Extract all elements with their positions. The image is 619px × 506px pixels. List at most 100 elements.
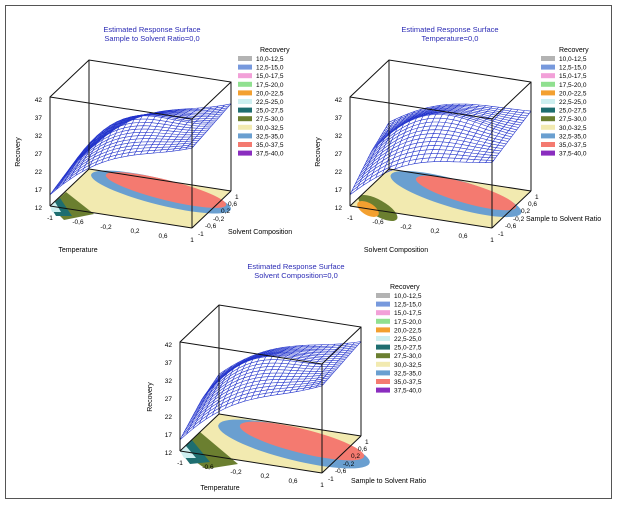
legend-entry: 22,5-25,0	[256, 99, 284, 106]
surface-grid-line	[195, 366, 339, 411]
x-tick-label: 0,6	[288, 478, 297, 485]
z-tick-label: 27	[165, 396, 173, 403]
legend-entry: 30,0-32,5	[394, 362, 422, 369]
surface-grid-line	[378, 110, 521, 141]
legend-swatch	[541, 81, 555, 87]
x-axis-label: Temperature	[200, 485, 239, 492]
y-tick-label: -1	[328, 476, 334, 483]
surface-grid-line	[381, 108, 524, 135]
legend-title: Recovery	[390, 284, 420, 291]
surface-grid-line	[186, 377, 330, 427]
surface-grid-line	[388, 103, 532, 123]
surface-grid-line	[76, 113, 219, 162]
chart-title: Estimated Response Surface	[401, 25, 498, 34]
legend-entry: 22,5-25,0	[394, 336, 422, 343]
x-tick-label: -0,2	[100, 224, 112, 231]
legend-entry: 12,5-15,0	[559, 65, 587, 72]
z-tick-label: 32	[335, 133, 343, 140]
chart-title: Estimated Response Surface	[103, 25, 200, 34]
surface-grid-line	[188, 375, 331, 424]
surface-grid-line	[49, 147, 193, 196]
surface-grid-line	[387, 104, 530, 126]
x-tick-label: -1	[347, 215, 353, 222]
surface-grid-line	[365, 125, 509, 163]
y-tick-label: 0,2	[221, 208, 230, 215]
surface-grid-line	[197, 362, 340, 407]
legend: Recovery 10,0-12,5 12,5-15,015,0-17,5 17,5…	[541, 47, 589, 158]
contour-floor	[180, 414, 370, 473]
legend-entry: 32,5-35,0	[559, 133, 587, 140]
surface-grid-line	[363, 129, 507, 167]
z-axis-label: Recovery	[15, 137, 22, 167]
legend-swatch	[376, 318, 390, 324]
chart-panel-1: Estimated Response Surface Sample to Sol…	[15, 25, 292, 254]
y-tick-label: 1	[365, 439, 369, 446]
legend: Recovery 10,0-12,5 12,5-15,015,0-17,5 17,5…	[238, 47, 290, 158]
surface-grid-line	[181, 383, 324, 437]
legend-swatch	[376, 310, 390, 316]
z-tick-label: 12	[335, 205, 343, 212]
legend-entry: 37,5-40,0	[559, 151, 587, 158]
legend-entry: 37,5-40,0	[394, 388, 422, 395]
legend-swatch	[541, 116, 555, 122]
z-tick-label: 42	[335, 97, 343, 104]
y-tick-label: -0,2	[213, 216, 225, 223]
surface-grid-line	[192, 371, 335, 417]
z-tick-label: 12	[35, 205, 43, 212]
x-tick-label: 0,6	[458, 233, 467, 240]
legend-swatch	[238, 124, 252, 130]
y-tick-label: 0,6	[358, 446, 367, 453]
legend-swatch	[541, 99, 555, 104]
legend-swatch	[376, 336, 390, 341]
legend-entry: 17,5-20,0	[394, 319, 422, 326]
surface-grid-line	[379, 109, 523, 138]
legend-swatch	[238, 116, 252, 122]
y-axis-label: Sample to Solvent Ratio	[526, 216, 601, 223]
z-tick-label: 37	[35, 115, 43, 122]
legend-swatch	[541, 133, 555, 139]
legend-entry: 17,5-20,0	[256, 82, 284, 89]
x-tick-label: -0,2	[400, 224, 412, 231]
legend-swatch	[376, 361, 390, 367]
legend-entry: 10,0-12,5	[256, 56, 284, 63]
legend-swatch	[238, 73, 252, 79]
surface-grid-line	[374, 112, 517, 147]
surface-grid-line	[369, 117, 512, 156]
surface-grid-line	[190, 373, 333, 421]
surface-grid-line	[56, 139, 200, 186]
x-tick-label: 0,2	[430, 228, 439, 235]
y-tick-label: 1	[535, 194, 539, 201]
legend-entry: 32,5-35,0	[394, 370, 422, 377]
legend-swatch	[541, 107, 555, 113]
chart-subtitle: Solvent Composition=0,0	[254, 271, 338, 280]
legend-entry: 27,5-30,0	[256, 116, 284, 123]
z-tick-label: 32	[35, 133, 43, 140]
z-tick-label: 42	[35, 97, 43, 104]
surface-grid-line	[58, 137, 201, 184]
y-tick-label: 0,6	[528, 201, 537, 208]
surface-grid-line	[199, 359, 342, 404]
y-tick-label: -0,2	[343, 461, 355, 468]
x-tick-label: 1	[320, 482, 324, 489]
surface-grid-line	[179, 385, 323, 441]
surface-grid-line	[388, 107, 428, 172]
surface-grid-line	[353, 153, 496, 188]
legend-swatch	[376, 327, 390, 333]
surface-grid-line	[360, 137, 503, 174]
legend-swatch	[541, 90, 555, 96]
legend-swatch	[376, 387, 390, 393]
y-tick-label: 0,2	[521, 208, 530, 215]
z-axis-label: Recovery	[315, 137, 322, 167]
y-tick-label: 0,6	[228, 201, 237, 208]
legend-swatch	[541, 142, 555, 147]
surface-grid-line	[356, 145, 500, 181]
chart-title: Estimated Response Surface	[247, 262, 344, 271]
legend-entry: 10,0-12,5	[394, 293, 422, 300]
contour-floor	[350, 169, 531, 228]
legend-entry: 25,0-27,5	[559, 108, 587, 115]
response-surface	[349, 103, 532, 196]
chart-panel-3: Estimated Response Surface Solvent Compo…	[147, 262, 426, 492]
legend-swatch	[238, 56, 252, 61]
surface-grid-line	[215, 345, 358, 380]
chart-subtitle: Temperature=0,0	[422, 34, 479, 43]
